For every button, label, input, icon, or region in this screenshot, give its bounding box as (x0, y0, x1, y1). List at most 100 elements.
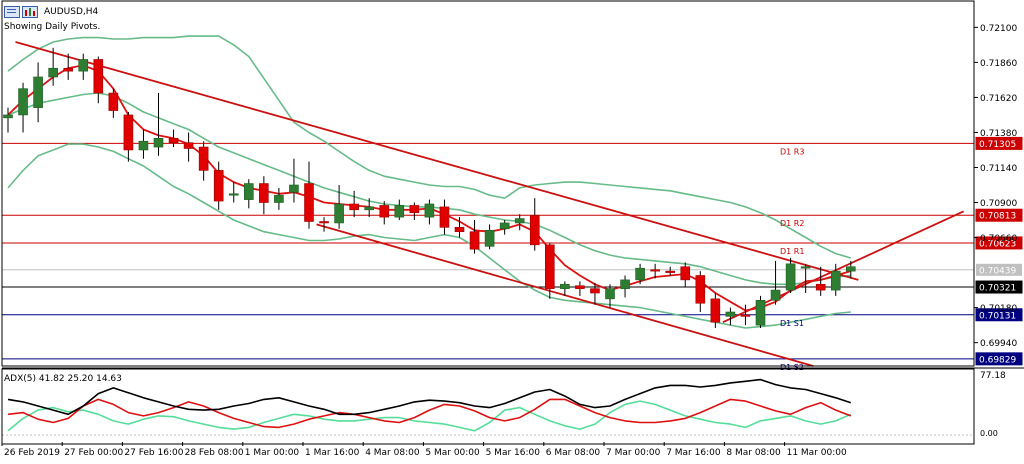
pivot-price-box (975, 352, 1023, 366)
candle-body (454, 227, 465, 233)
y-tick-label: 0.69940 (980, 339, 1017, 349)
candle-body (3, 114, 13, 119)
candle-body (48, 67, 58, 78)
bollinger-lower-line (7, 143, 851, 329)
candle-body (319, 221, 329, 224)
candle-body (605, 288, 615, 300)
candle-body (710, 298, 721, 323)
pivot-note: Showing Daily Pivots. (4, 22, 101, 32)
candle-body (725, 311, 736, 317)
pivot-price-label: 0.70623 (979, 239, 1016, 249)
current-price-box (976, 263, 1022, 276)
x-tick-label: 1 Mar 00:00 (245, 448, 300, 458)
candle-body (259, 183, 269, 203)
candle-body (755, 300, 766, 326)
candle-body (740, 314, 751, 317)
x-tick-label: 5 Mar 00:00 (425, 448, 480, 458)
main-plot-frame (1, 0, 975, 367)
y-tick-label: 0.70900 (980, 199, 1017, 209)
candle-body (123, 114, 134, 151)
candle-body (93, 59, 104, 94)
candle-body (424, 203, 435, 218)
bar-chart-icon[interactable] (22, 6, 38, 18)
candle-body (845, 266, 856, 272)
y-tick-label: 0.71140 (980, 164, 1017, 174)
candle-body (63, 67, 74, 72)
candle-body (484, 229, 495, 247)
x-tick-label: 8 Mar 08:00 (726, 448, 781, 458)
candle-body (228, 193, 239, 196)
y-tick-label: 0.71380 (980, 129, 1017, 139)
adx-plot-frame (1, 368, 975, 445)
candle-body (590, 288, 600, 294)
candle-body (680, 266, 691, 281)
candle-body (168, 137, 179, 143)
candle-body (620, 279, 630, 289)
y-tick-label: 0.70180 (980, 304, 1017, 314)
candle-body (575, 285, 585, 289)
x-tick-label: 28 Feb 08:00 (185, 448, 244, 458)
x-tick-label: 27 Feb 16:00 (124, 448, 183, 458)
x-tick-label: 11 Mar 00:00 (787, 448, 847, 458)
candle-body (379, 205, 390, 218)
pivot-price-box (975, 308, 1023, 322)
pivot-price-label: 0.69829 (979, 355, 1016, 365)
pivot-price-label: 0.70321 (979, 284, 1016, 294)
candle-body (830, 270, 841, 291)
chart-window-icon[interactable] (4, 6, 20, 18)
pivot-price-label: 0.70813 (979, 212, 1016, 222)
candle-body (635, 267, 645, 281)
candle-body (349, 203, 359, 211)
x-tick-label: 27 Feb 00:00 (64, 448, 123, 458)
x-tick-label: 6 Mar 08:00 (546, 448, 601, 458)
x-tick-label: 7 Mar 16:00 (666, 448, 721, 458)
candle-body (244, 183, 254, 200)
candle-body (770, 289, 781, 301)
candle-body (153, 137, 164, 148)
y-tick-label: 0.72100 (980, 24, 1017, 34)
candle-body (304, 183, 314, 222)
candle-body (439, 206, 450, 228)
chart-title-row: AUDUSD,H4 (4, 6, 98, 18)
candle-body (334, 203, 344, 224)
pivot-price-label: 0.71305 (979, 140, 1016, 150)
pivot-price-box (975, 208, 1023, 222)
adx-scale-top: 77.18 (980, 371, 1006, 381)
bollinger-upper-line (7, 35, 852, 259)
candle-body (289, 184, 299, 193)
trend-channel-line-upper (15, 41, 859, 281)
adx-main-line (7, 378, 852, 416)
candle-body (560, 283, 570, 289)
candle-body (108, 92, 119, 111)
candle-body (815, 283, 826, 291)
candle-body (18, 88, 28, 116)
current-price-label: 0.70439 (979, 266, 1016, 276)
x-tick-label: 26 Feb 2019 (4, 448, 60, 458)
candle-body (78, 59, 89, 72)
candle-body (394, 205, 405, 218)
x-tick-label: 4 Mar 08:00 (365, 448, 420, 458)
x-tick-label: 1 Mar 16:00 (305, 448, 360, 458)
adx-plus-di-line (7, 400, 852, 432)
pivot-label: D1 R3 (780, 147, 804, 156)
candle-body (198, 146, 209, 171)
candle-body (499, 222, 510, 230)
pivot-label: D1 S1 (780, 319, 804, 328)
candle-body (213, 170, 224, 202)
candle-body (695, 275, 706, 304)
candle-body (469, 231, 480, 250)
adx-scale-bottom: 0.00 (980, 429, 998, 438)
adx-label: ADX(5) 41.82 25.20 14.63 (4, 374, 122, 384)
candle-body (138, 140, 149, 151)
y-tick-label: 0.71620 (980, 94, 1017, 104)
candle-body (183, 142, 194, 149)
pivot-price-box (975, 236, 1023, 250)
x-tick-label: 7 Mar 00:00 (606, 448, 661, 458)
pivot-price-box (975, 136, 1023, 150)
candle-body (650, 269, 660, 272)
x-tick-label: 5 Mar 16:00 (486, 448, 541, 458)
candle-body (785, 263, 796, 291)
pivot-label: D1 R2 (780, 219, 804, 228)
candle-body (409, 205, 420, 214)
